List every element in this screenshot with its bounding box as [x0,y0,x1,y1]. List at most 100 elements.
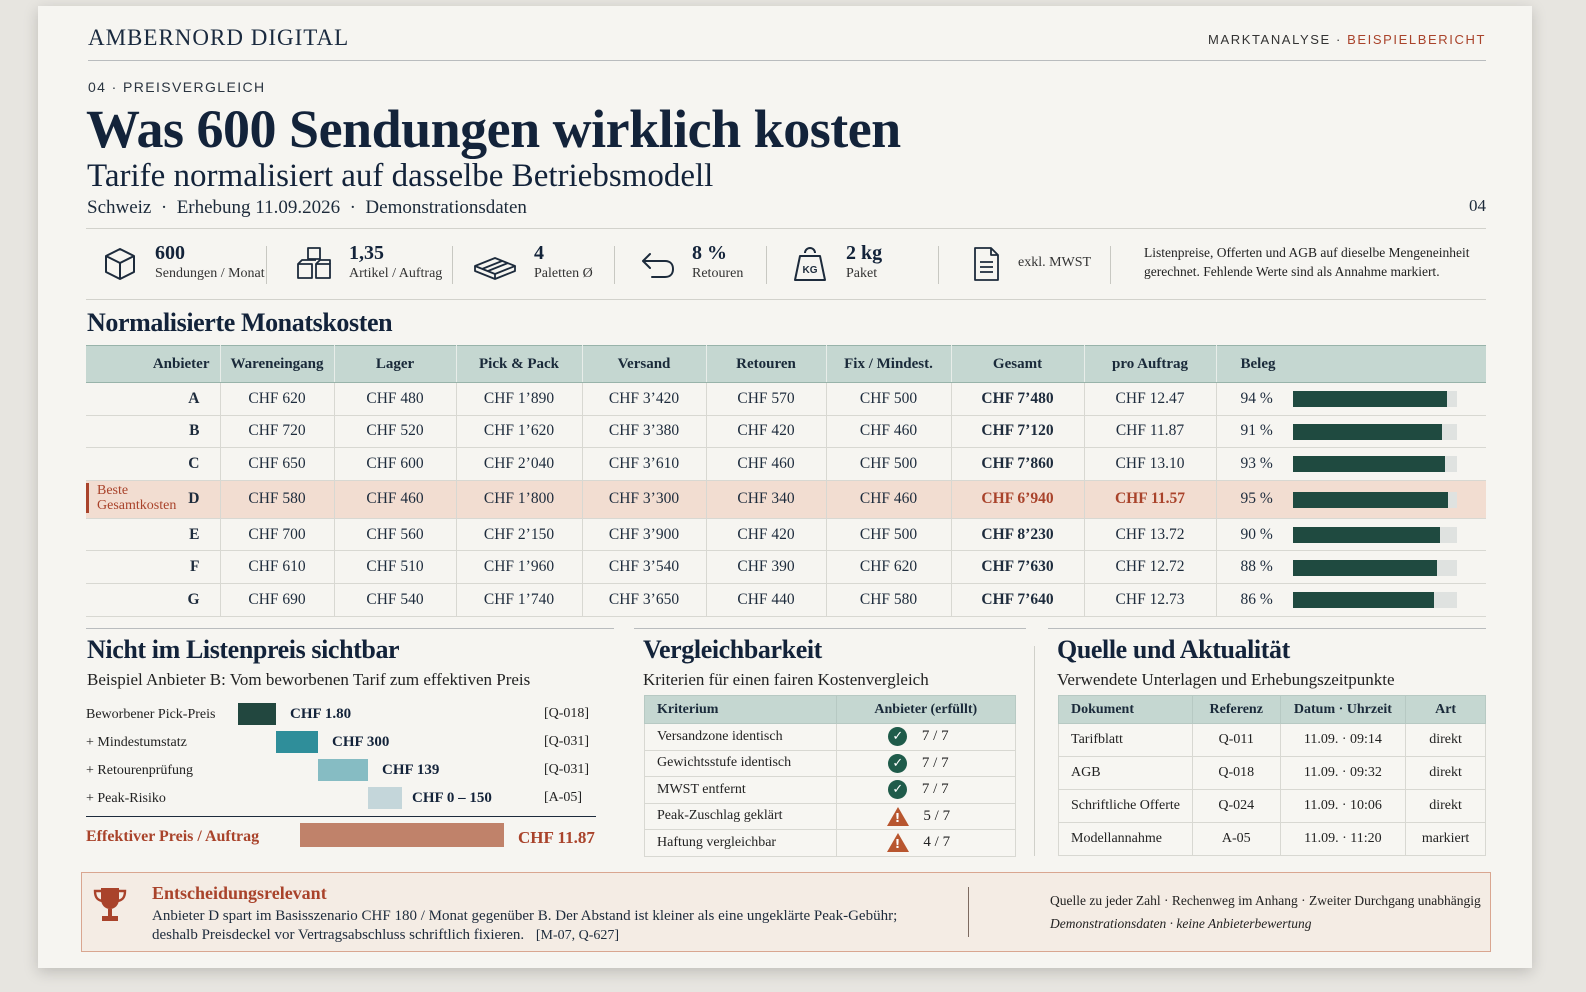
table-row: Modellannahme A-05 11.09. · 11:20 markiert [1058,822,1486,856]
evidence-cell: 93 % [1216,447,1486,481]
source-reference: Q-011 [1191,723,1281,757]
table-header-row: Kriterium Anbieter (erfüllt) [644,695,1017,724]
kpi-divider-top [86,228,1486,229]
step-bar [368,787,402,809]
kpi-separator [766,246,767,284]
cost-cell-fix: CHF 580 [826,583,952,617]
cost-cell-versand: CHF 3’610 [582,447,707,481]
cost-cell-fix: CHF 500 [826,447,952,481]
cost-cell-wareneingang: CHF 700 [220,518,335,552]
effective-price-label: Effektiver Preis / Auftrag [86,828,260,845]
column-header: Versand [582,345,707,383]
column-header: Wareneingang [220,345,335,383]
cost-cell-versand: CHF 3’900 [582,518,707,552]
kpi-label: exkl. MWST [1018,255,1092,270]
per-order-cell: CHF 13.10 [1084,447,1217,481]
decision-text-block: Anbieter D spart im Basisszenario CHF 18… [152,907,932,945]
cost-cell-pick: CHF 1’960 [456,550,583,584]
provider-name: F [86,550,221,584]
step-label: + Retourenprüfung [86,763,194,778]
evidence-bar-fill [1292,456,1446,473]
total-cost-cell: CHF 6’940 [951,480,1085,519]
warning-icon: ! [886,833,909,853]
criterion-status: ! 5 / 7 [835,802,1017,830]
evidence-bar-track [1292,391,1457,408]
best-label-line: Beste [97,482,129,498]
kpi-shipments: 600 Sendungen / Monat [100,242,280,288]
evidence-bar-fill [1292,491,1449,508]
step-value: CHF 139 [382,762,440,778]
decision-sidenote-1: Quelle zu jeder Zahl · Rechenweg im Anha… [1050,893,1481,908]
criterion: MWST entfernt [644,776,837,804]
check-icon: ✓ [888,780,908,800]
check-icon: ✓ [888,727,908,747]
column-header: Kriterium [644,695,837,724]
decision-box: Entscheidungsrelevant Anbieter D spart i… [81,872,1491,952]
cost-cell-pick: CHF 1’740 [456,583,583,617]
cost-cell-pick: CHF 2’150 [456,518,583,552]
table-row: F CHF 610 CHF 510 CHF 1’960 CHF 3’540 CHF 390… [86,550,1486,584]
table-row: Haftung vergleichbar! 4 / 7 [644,829,1017,857]
method-note: Listenpreise, Offerten und AGB auf diese… [1144,245,1470,279]
column-header: Datum · Uhrzeit [1279,695,1407,724]
source-document: AGB [1058,756,1193,790]
decision-sidenote-2: Demonstrationsdaten · keine Anbieterbewe… [1050,916,1312,931]
source-document: Tarifblatt [1058,723,1193,757]
cost-cell-retouren: CHF 420 [706,518,827,552]
evidence-bar-track [1292,456,1457,473]
comparability-body: Versandzone identisch ✓ 7 / 7 Gewichtsstufe… [644,723,1017,857]
column-header: Art [1405,695,1486,724]
kpi-separator [452,246,453,284]
source-datetime: 11.09. · 09:32 [1279,756,1407,790]
decision-separator [968,887,969,937]
table-row: Versandzone identisch ✓ 7 / 7 [644,723,1017,751]
column-header: Pick & Pack [456,345,583,383]
table-row: Beste Gesamtkosten D CHF 580 CHF 460 CHF 1’80… [86,480,1486,519]
kpi-weight: KG 2 kg Paket [790,242,940,288]
weight-icon-text: KG [803,265,818,276]
waterfall-step: + Mindestumstatz CHF 300 [Q-031] [86,731,596,755]
table-row: E CHF 700 CHF 560 CHF 2’150 CHF 3’900 CHF 420… [86,518,1486,552]
warning-icon: ! [886,806,909,826]
cost-cell-fix: CHF 500 [826,518,952,552]
provider-name: A [86,382,221,416]
step-bar [238,703,276,725]
section-subheading: Kriterien für einen fairen Kostenverglei… [643,670,929,689]
evidence-percent: 88 % [1240,558,1273,576]
kpi-separator [614,246,615,284]
cost-cell-retouren: CHF 440 [706,583,827,617]
section-subheading: Beispiel Anbieter B: Vom beworbenen Tari… [87,670,531,689]
document-icon [974,247,999,281]
table-row: Peak-Zuschlag geklärt! 5 / 7 [644,802,1017,830]
provider-name: B [86,415,221,449]
table-header-row: Dokument Referenz Datum · Uhrzeit Art [1058,695,1486,724]
total-divider [86,816,596,817]
effective-price-value: CHF 11.87 [518,828,595,847]
cost-cell-pick: CHF 1’620 [456,415,583,449]
table-row: MWST entfernt ✓ 7 / 7 [644,776,1017,804]
report-sheet: AMBERNORD DIGITAL MARKTANALYSE · BEISPIE… [38,6,1532,968]
column-header: Anbieter (erfüllt) [835,695,1017,724]
evidence-percent: 86 % [1240,590,1273,608]
effective-price-bar [300,823,504,847]
cost-cell-lager: CHF 560 [334,518,457,552]
comparability-table: Kriterium Anbieter (erfüllt) Versandzone… [644,695,1017,857]
criterion-status: ✓ 7 / 7 [835,749,1017,777]
source-type: direkt [1405,756,1486,790]
per-order-cell: CHF 12.72 [1084,550,1217,584]
criterion-status: ✓ 7 / 7 [835,776,1017,804]
total-cost-cell: CHF 7’640 [951,583,1085,617]
criterion: Peak-Zuschlag geklärt [644,802,837,830]
weight-icon: KG [794,247,826,281]
source-reference: Q-018 [1191,756,1281,790]
kpi-vat: exkl. MWST [966,242,1116,288]
criterion-status: ! 4 / 7 [835,829,1017,857]
table-row: Gewichtsstufe identisch ✓ 7 / 7 [644,749,1017,777]
section-kicker: 04 · PREISVERGLEICH [88,79,266,95]
section-heading-compare: Vergleichbarkeit [643,635,822,664]
per-order-cell: CHF 12.73 [1084,583,1217,617]
table-row: B CHF 720 CHF 520 CHF 1’620 CHF 3’380 CHF 420… [86,415,1486,449]
evidence-bar-track [1292,423,1457,440]
section-heading-costs: Normalisierte Monatskosten [87,308,393,337]
section-heading-hidden: Nicht im Listenpreis sichtbar [87,635,400,664]
